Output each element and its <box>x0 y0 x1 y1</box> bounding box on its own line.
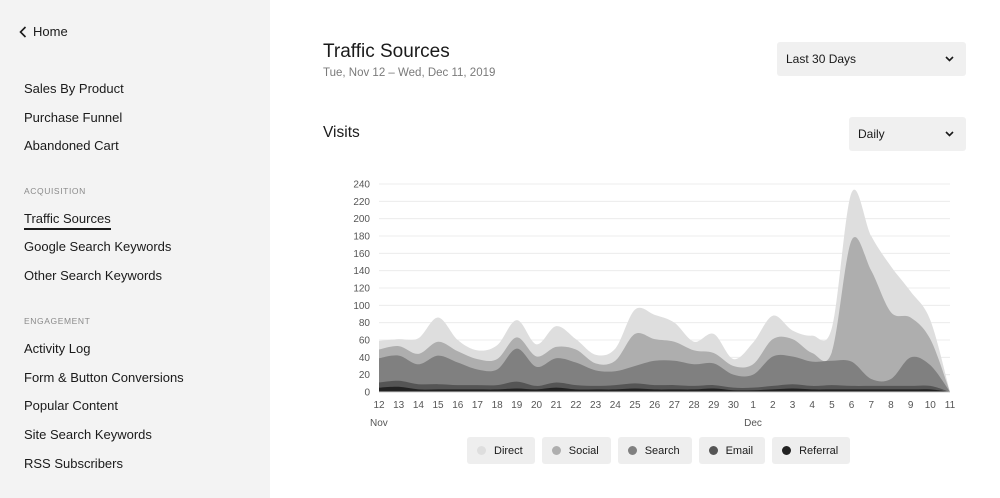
area-series-referral <box>379 386 950 392</box>
x-tick-label: 3 <box>790 400 796 411</box>
legend-item-social[interactable]: Social <box>541 437 611 464</box>
legend-label-search: Search <box>644 444 680 457</box>
visits-title: Visits <box>323 124 360 141</box>
x-tick-label: 14 <box>413 400 425 411</box>
y-tick-label: 200 <box>353 214 370 225</box>
x-tick-label: 27 <box>669 400 681 411</box>
legend-label-email: Email <box>725 444 754 457</box>
legend-swatch-search <box>627 446 637 455</box>
sidebar-item-purchase-funnel[interactable]: Purchase Funnel <box>24 110 123 125</box>
sidebar-item-traffic-sources[interactable]: Traffic Sources <box>24 211 111 230</box>
date-range-select-value: Last 30 Days <box>786 52 857 66</box>
x-tick-label: 15 <box>433 400 445 411</box>
x-tick-label: 10 <box>925 400 937 411</box>
x-tick-label: 2 <box>770 400 776 411</box>
x-tick-label: 9 <box>908 400 914 411</box>
x-tick-label: 25 <box>629 400 641 411</box>
x-tick-label: 23 <box>590 400 602 411</box>
y-tick-label: 220 <box>353 197 370 208</box>
legend-label-social: Social <box>568 444 599 457</box>
sidebar-item-site-search-keywords[interactable]: Site Search Keywords <box>24 427 152 442</box>
chevron-left-icon <box>19 25 27 38</box>
x-tick-label: 17 <box>472 400 484 411</box>
x-tick-label: 22 <box>570 400 582 411</box>
sidebar-item-sales-by-product[interactable]: Sales By Product <box>24 81 124 96</box>
x-tick-label: 1 <box>750 400 756 411</box>
x-tick-label: 6 <box>849 400 855 411</box>
section-label-acquisition: ACQUISITION <box>24 186 86 196</box>
home-back-link[interactable]: Home <box>19 24 68 39</box>
y-tick-label: 180 <box>353 232 370 243</box>
home-label: Home <box>33 24 68 39</box>
x-tick-label: 20 <box>531 400 543 411</box>
legend-item-referral[interactable]: Referral <box>772 437 851 464</box>
x-tick-label: 5 <box>829 400 835 411</box>
chart-legend: Direct Social Search Email Referral <box>467 437 851 464</box>
x-tick-label: 13 <box>393 400 405 411</box>
sidebar-item-activity-log[interactable]: Activity Log <box>24 341 91 356</box>
y-tick-label: 20 <box>359 370 371 381</box>
legend-swatch-email <box>708 446 718 455</box>
legend-swatch-direct <box>477 446 486 455</box>
sidebar-item-form-button-conversions[interactable]: Form & Button Conversions <box>24 370 184 385</box>
x-tick-label: 24 <box>610 400 622 411</box>
y-tick-label: 100 <box>353 301 370 312</box>
sidebar-item-abandoned-cart[interactable]: Abandoned Cart <box>24 138 119 153</box>
sidebar-item-google-search-keywords[interactable]: Google Search Keywords <box>24 239 172 254</box>
x-tick-label: 30 <box>728 400 740 411</box>
y-tick-label: 140 <box>353 266 370 277</box>
granularity-select-value: Daily <box>858 127 885 141</box>
x-tick-label: 11 <box>945 400 956 411</box>
legend-label-referral: Referral <box>799 444 839 457</box>
y-tick-label: 240 <box>353 180 370 191</box>
section-label-engagement: ENGAGEMENT <box>24 316 91 326</box>
legend-label-direct: Direct <box>494 444 523 457</box>
legend-item-direct[interactable]: Direct <box>467 437 535 464</box>
x-tick-label: 18 <box>492 400 504 411</box>
sidebar-item-popular-content[interactable]: Popular Content <box>24 398 118 413</box>
x-tick-label: 7 <box>868 400 874 411</box>
x-tick-label: 12 <box>373 400 385 411</box>
page-title: Traffic Sources <box>323 41 450 62</box>
date-range-select[interactable]: Last 30 Days <box>777 42 966 76</box>
legend-item-search[interactable]: Search <box>617 437 692 464</box>
x-tick-label: 19 <box>511 400 523 411</box>
x-tick-label: 26 <box>649 400 661 411</box>
chevron-down-icon <box>945 56 954 62</box>
y-tick-label: 120 <box>353 284 370 295</box>
x-tick-label: 28 <box>688 400 700 411</box>
area-series-search <box>379 348 950 392</box>
chevron-down-icon <box>945 131 954 137</box>
x-tick-label: 29 <box>708 400 720 411</box>
x-tick-label: 16 <box>452 400 464 411</box>
sidebar-item-other-search-keywords[interactable]: Other Search Keywords <box>24 268 163 283</box>
legend-swatch-social <box>551 446 561 455</box>
y-tick-label: 60 <box>359 336 371 347</box>
y-tick-label: 0 <box>364 388 370 399</box>
y-tick-label: 40 <box>359 353 371 364</box>
sidebar: Home Sales By Product Purchase Funnel Ab… <box>0 0 270 498</box>
x-tick-label: 8 <box>888 400 894 411</box>
y-tick-label: 80 <box>359 318 371 329</box>
legend-swatch-referral <box>782 446 792 455</box>
sidebar-item-rss-subscribers[interactable]: RSS Subscribers <box>24 456 123 471</box>
date-range-text: Tue, Nov 12 – Wed, Dec 11, 2019 <box>323 67 496 79</box>
legend-item-email[interactable]: Email <box>698 437 766 464</box>
granularity-select[interactable]: Daily <box>849 117 966 151</box>
month-label: Dec <box>744 418 762 429</box>
x-tick-label: 4 <box>809 400 815 411</box>
month-label: Nov <box>370 418 388 429</box>
y-tick-label: 160 <box>353 249 370 260</box>
x-tick-label: 21 <box>551 400 563 411</box>
